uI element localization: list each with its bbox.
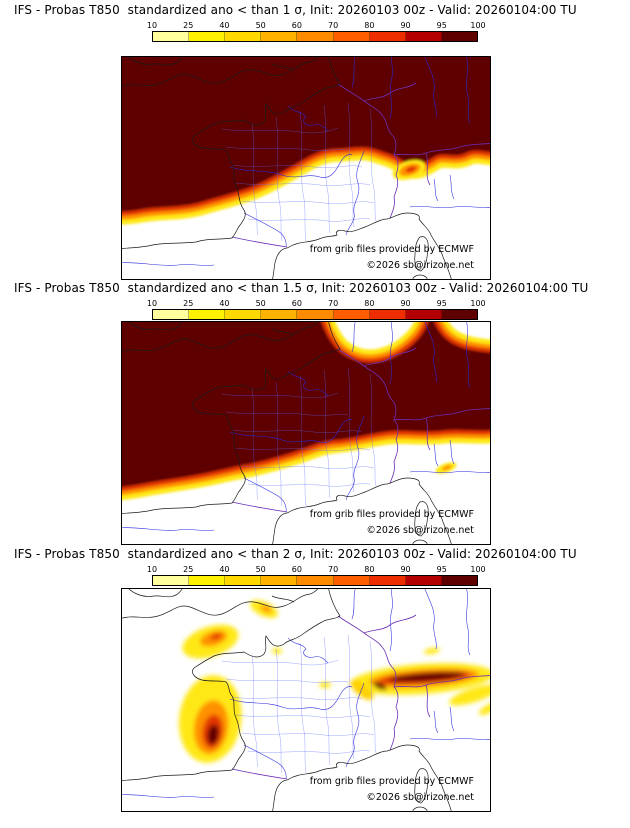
colorbar-tick: 25 xyxy=(183,21,194,30)
colorbar-tick: 90 xyxy=(400,565,411,574)
colorbar-tick: 95 xyxy=(436,299,447,308)
colorbar-tick: 90 xyxy=(400,21,411,30)
colorbar-segment xyxy=(153,310,190,319)
colorbar-tick: 25 xyxy=(183,299,194,308)
colorbar-segment xyxy=(333,310,370,319)
colorbar-segment xyxy=(261,32,298,41)
colorbar-tick: 100 xyxy=(470,21,486,30)
panel-title: IFS - Probas T850 standardized ano < tha… xyxy=(14,3,577,17)
colorbar-segment xyxy=(189,32,226,41)
colorbar-segment xyxy=(297,310,334,319)
colorbar-tick: 40 xyxy=(219,565,230,574)
colorbar-segment xyxy=(297,576,334,585)
speck xyxy=(424,647,440,655)
colorbar-segment xyxy=(225,32,262,41)
colorbar-tick: 25 xyxy=(183,565,194,574)
colorbar-tick: 50 xyxy=(255,565,266,574)
colorbar-segment xyxy=(261,576,298,585)
colorbar-segment xyxy=(189,310,226,319)
colorbar-segment xyxy=(333,576,370,585)
probability-field-1.5sigma xyxy=(122,322,490,489)
colorbar-segment xyxy=(297,32,334,41)
colorbar-tick: 80 xyxy=(364,299,375,308)
colorbar-segment xyxy=(369,576,406,585)
credit-copyright: ©2026 sb@irizone.net xyxy=(366,792,474,803)
credit-copyright: ©2026 sb@irizone.net xyxy=(366,525,474,536)
colorbar-tick: 90 xyxy=(400,299,411,308)
colorbar-segment xyxy=(225,576,262,585)
colorbar-tick: 95 xyxy=(436,565,447,574)
credit-ecmwf: from grib files provided by ECMWF xyxy=(309,244,474,255)
colorbar xyxy=(152,575,478,586)
colorbar-tick: 10 xyxy=(146,21,158,30)
colorbar-tick: 60 xyxy=(291,565,302,574)
colorbar-tick: 60 xyxy=(291,299,302,308)
colorbar-segment xyxy=(405,310,442,319)
blob-alps-band xyxy=(350,663,490,706)
colorbar-tick: 95 xyxy=(436,21,447,30)
colorbar-tick: 70 xyxy=(328,565,339,574)
speck xyxy=(319,682,331,688)
small-yellow-patch xyxy=(435,462,457,474)
colorbar-segment xyxy=(225,310,262,319)
colorbar-segment xyxy=(405,576,442,585)
colorbar-tick-labels: 10 25 40 50 60 70 80 90 95 100 xyxy=(147,21,486,31)
colorbar-tick: 80 xyxy=(364,21,375,30)
speck xyxy=(272,648,282,654)
credit-ecmwf: from grib files provided by ECMWF xyxy=(309,509,474,520)
map-svg-1sigma xyxy=(122,57,490,279)
colorbar-tick: 10 xyxy=(146,565,158,574)
colorbar-segment xyxy=(441,576,477,585)
map-prob-lt-1sigma: from grib files provided by ECMWF ©2026 … xyxy=(121,56,491,280)
colorbar-tick-labels: 10 25 40 50 60 70 80 90 95 100 xyxy=(147,565,486,575)
map-svg-2sigma xyxy=(122,589,490,811)
blob-normandy xyxy=(182,624,239,659)
colorbar-segment xyxy=(153,32,190,41)
colorbar-tick: 70 xyxy=(328,299,339,308)
colorbar-tick: 60 xyxy=(291,21,302,30)
colorbar-segment xyxy=(153,576,190,585)
colorbar-segment xyxy=(369,310,406,319)
colorbar-segment xyxy=(261,310,298,319)
colorbar-tick: 40 xyxy=(219,21,230,30)
colorbar-tick: 100 xyxy=(470,299,486,308)
colorbar-tick: 50 xyxy=(255,21,266,30)
map-prob-lt-1.5sigma: from grib files provided by ECMWF ©2026 … xyxy=(121,321,491,545)
colorbar xyxy=(152,31,478,42)
liguria-orange-tongue xyxy=(392,159,426,181)
credit-ecmwf: from grib files provided by ECMWF xyxy=(309,776,474,787)
colorbar-segment xyxy=(189,576,226,585)
map-prob-lt-2sigma: from grib files provided by ECMWF ©2026 … xyxy=(121,588,491,812)
speck xyxy=(479,702,490,716)
credit-copyright: ©2026 sb@irizone.net xyxy=(366,260,474,271)
colorbar-segment xyxy=(441,32,477,41)
panel-title: IFS - Probas T850 standardized ano < tha… xyxy=(14,281,589,295)
blob-top-center xyxy=(250,600,278,618)
colorbar-segment xyxy=(441,310,477,319)
colorbar-segment xyxy=(369,32,406,41)
colorbar-tick: 40 xyxy=(219,299,230,308)
colorbar-tick: 80 xyxy=(364,565,375,574)
blob-west-france xyxy=(178,675,242,763)
colorbar-tick: 100 xyxy=(470,565,486,574)
probability-field-1sigma xyxy=(122,57,490,213)
map-svg-1.5sigma xyxy=(122,322,490,544)
panel-title: IFS - Probas T850 standardized ano < tha… xyxy=(14,547,577,561)
colorbar-segment xyxy=(333,32,370,41)
colorbar-tick: 50 xyxy=(255,299,266,308)
colorbar xyxy=(152,309,478,320)
colorbar-tick-labels: 10 25 40 50 60 70 80 90 95 100 xyxy=(147,299,486,309)
colorbar-tick: 10 xyxy=(146,299,158,308)
colorbar-segment xyxy=(405,32,442,41)
colorbar-tick: 70 xyxy=(328,21,339,30)
